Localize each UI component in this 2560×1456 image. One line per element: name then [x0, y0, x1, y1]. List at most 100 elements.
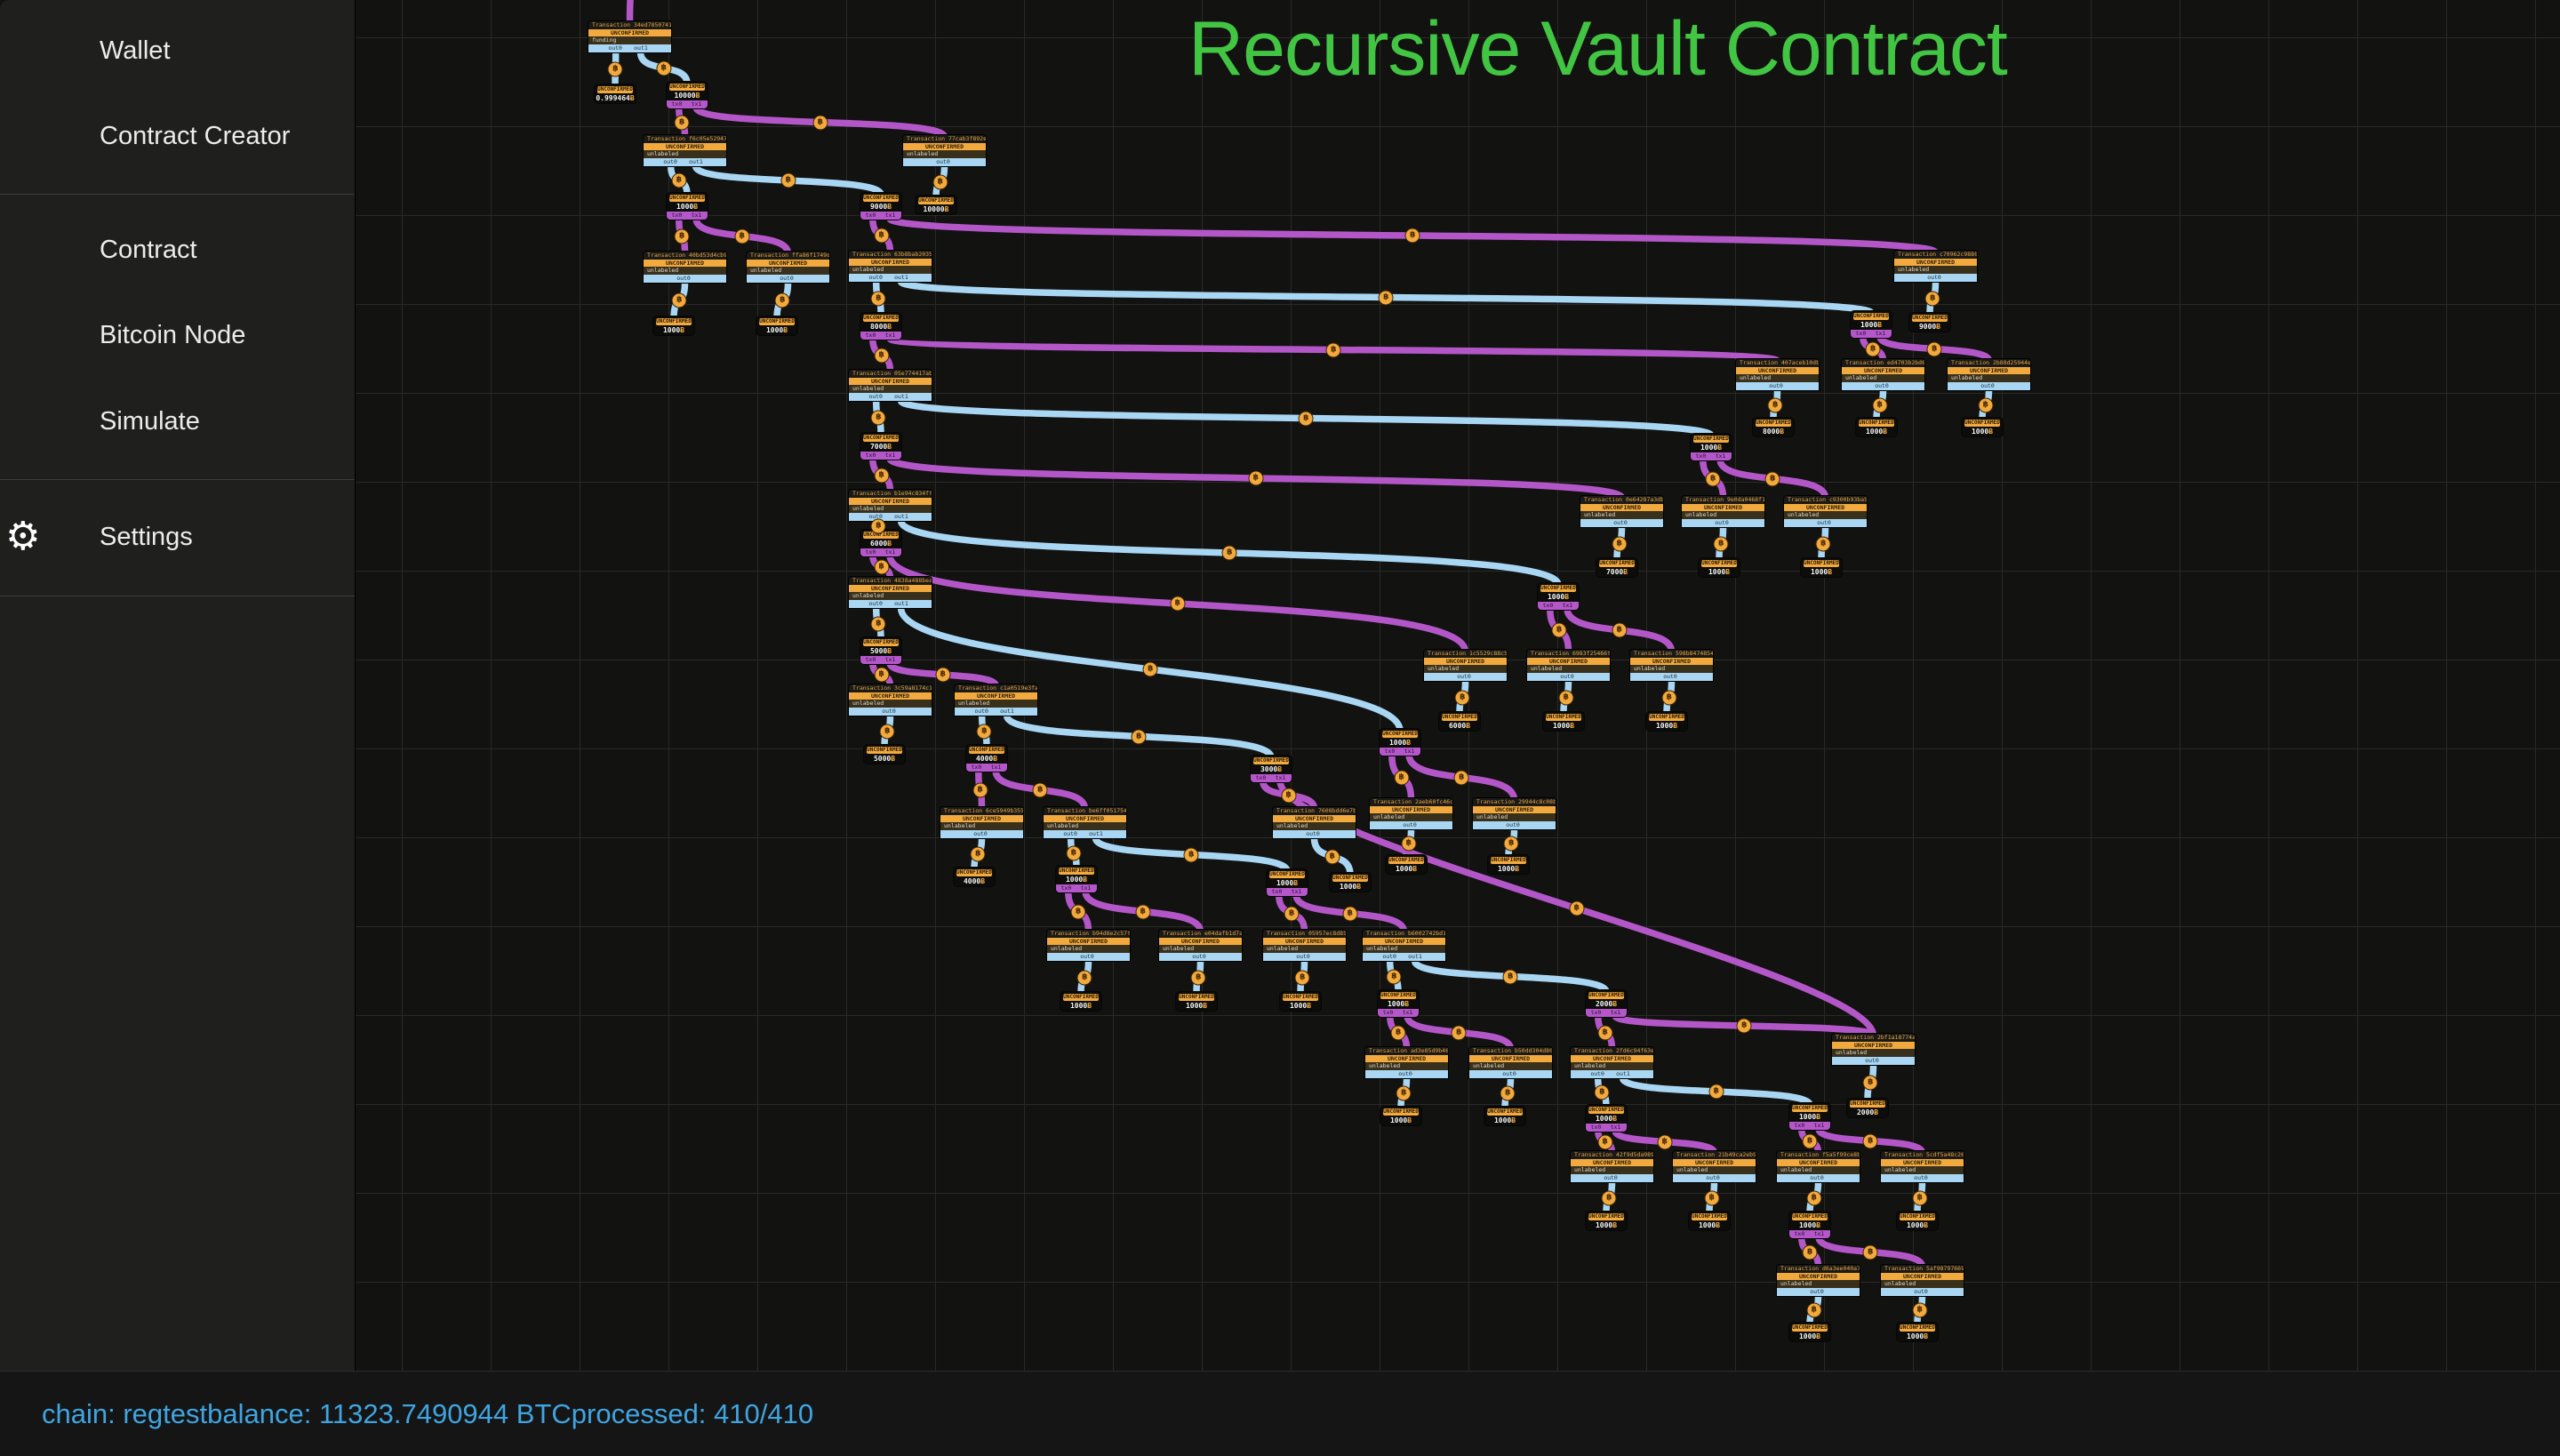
- output-port[interactable]: out0: [1590, 1070, 1604, 1077]
- utxo-node[interactable]: UNCONFIRMED 2000Ƀ tx0 tx1: [1586, 990, 1627, 1017]
- transaction-node[interactable]: Transaction be6ff05175467fb8UNCONFIRMEDu…: [1044, 807, 1126, 838]
- input-port[interactable]: tx0: [1695, 452, 1707, 460]
- transaction-node[interactable]: Transaction 63b8bab2035670d7UNCONFIRMEDu…: [849, 251, 932, 282]
- transaction-node[interactable]: Transaction 2aeb60fc46c1da18UNCONFIRMEDu…: [1370, 798, 1452, 829]
- input-port[interactable]: tx0: [1382, 1009, 1394, 1016]
- input-port[interactable]: tx1: [691, 212, 702, 219]
- transaction-node[interactable]: Transaction 407aceb10db09995UNCONFIRMEDu…: [1736, 359, 1819, 390]
- utxo-node[interactable]: UNCONFIRMED 1000Ƀ: [1586, 1212, 1627, 1230]
- output-port[interactable]: out0: [868, 513, 883, 520]
- utxo-node[interactable]: UNCONFIRMED 1000Ƀ: [1646, 712, 1687, 731]
- input-port[interactable]: tx0: [865, 332, 876, 339]
- utxo-node[interactable]: UNCONFIRMED 10000Ƀ: [916, 196, 956, 214]
- utxo-node[interactable]: UNCONFIRMED 1000Ƀ: [1176, 992, 1217, 1011]
- transaction-node[interactable]: Transaction 5cdf5a48c268c423UNCONFIRMEDu…: [1881, 1151, 1964, 1182]
- transaction-node[interactable]: Transaction 4838a488bea3a8eaUNCONFIRMEDu…: [849, 577, 932, 608]
- output-port[interactable]: out1: [894, 513, 908, 520]
- input-port[interactable]: tx1: [884, 656, 896, 663]
- input-port[interactable]: tx1: [884, 452, 896, 459]
- output-port[interactable]: out0: [1613, 519, 1628, 526]
- output-port[interactable]: out0: [1810, 1288, 1824, 1295]
- transaction-node[interactable]: Transaction d6a3ee040a73b50dUNCONFIRMEDu…: [1777, 1265, 1860, 1296]
- utxo-node[interactable]: UNCONFIRMED 3000Ƀ tx0 tx1: [1251, 756, 1292, 782]
- utxo-node[interactable]: UNCONFIRMED 1000Ƀ: [1330, 873, 1371, 892]
- transaction-node[interactable]: Transaction 42f9d5da9890d518UNCONFIRMEDu…: [1571, 1151, 1653, 1182]
- output-port[interactable]: out0: [663, 158, 677, 165]
- input-port[interactable]: tx1: [691, 100, 702, 108]
- utxo-node[interactable]: UNCONFIRMED 9000Ƀ: [1909, 313, 1950, 332]
- transaction-node[interactable]: Transaction 2b88d25944e4d977UNCONFIRMEDu…: [1948, 359, 2030, 390]
- transaction-node[interactable]: Transaction f5a5f99ce8b1ef12UNCONFIRMEDu…: [1777, 1151, 1860, 1182]
- input-port[interactable]: tx1: [1562, 602, 1573, 609]
- utxo-node[interactable]: UNCONFIRMED 6000Ƀ: [1439, 712, 1480, 731]
- input-port[interactable]: tx0: [671, 100, 683, 108]
- utxo-node[interactable]: UNCONFIRMED 1000Ƀ: [1856, 418, 1897, 436]
- input-port[interactable]: tx0: [865, 452, 876, 459]
- output-port[interactable]: out1: [1089, 830, 1103, 837]
- input-port[interactable]: tx0: [1855, 330, 1867, 337]
- utxo-node[interactable]: UNCONFIRMED 1000Ƀ: [1962, 418, 2003, 436]
- output-port[interactable]: out1: [894, 274, 908, 281]
- output-port[interactable]: out0: [1706, 1174, 1720, 1181]
- transaction-node[interactable]: Transaction 0e64287a3dba3347UNCONFIRMEDu…: [1580, 496, 1663, 527]
- output-port[interactable]: out0: [1382, 953, 1396, 960]
- input-port[interactable]: tx1: [1813, 1122, 1825, 1129]
- utxo-node[interactable]: UNCONFIRMED 1000Ƀ: [1543, 712, 1584, 731]
- input-port[interactable]: tx0: [1794, 1230, 1805, 1237]
- input-port[interactable]: tx1: [1275, 774, 1286, 781]
- output-port[interactable]: out1: [894, 600, 908, 607]
- input-port[interactable]: tx0: [865, 548, 876, 556]
- transaction-node[interactable]: Transaction b94d8e2c57f62030UNCONFIRMEDu…: [1047, 930, 1130, 961]
- output-port[interactable]: out0: [1506, 821, 1520, 828]
- output-port[interactable]: out0: [676, 275, 691, 282]
- output-port[interactable]: out0: [608, 44, 622, 52]
- output-port[interactable]: out0: [1457, 673, 1471, 680]
- transaction-node[interactable]: Transaction 3c59a8174c16ad71UNCONFIRMEDu…: [849, 684, 932, 716]
- input-port[interactable]: tx1: [884, 332, 896, 339]
- transaction-node[interactable]: Transaction 1c5529c88c5ce1d8UNCONFIRMEDu…: [1424, 650, 1507, 681]
- input-port[interactable]: tx1: [884, 548, 896, 556]
- sidebar-item-contract-creator[interactable]: Contract Creator: [0, 109, 355, 163]
- input-port[interactable]: tx0: [971, 764, 982, 771]
- utxo-node[interactable]: UNCONFIRMED 1000Ƀ: [1789, 1323, 1830, 1341]
- output-port[interactable]: out0: [1914, 1288, 1928, 1295]
- input-port[interactable]: tx0: [1255, 774, 1267, 781]
- transaction-node[interactable]: Transaction 7608bdd6e7bb6589UNCONFIRMEDu…: [1273, 807, 1356, 838]
- utxo-node[interactable]: UNCONFIRMED 1000Ƀ tx0 tx1: [1691, 434, 1732, 460]
- transaction-node[interactable]: Transaction 05957ec8d85736f3UNCONFIRMEDu…: [1263, 930, 1346, 961]
- input-port[interactable]: tx0: [1271, 888, 1283, 895]
- input-port[interactable]: tx1: [1404, 748, 1415, 755]
- input-port[interactable]: tx1: [1813, 1230, 1825, 1237]
- transaction-node[interactable]: Transaction 77cab3f892e651ccUNCONFIRMEDu…: [903, 135, 986, 166]
- utxo-node[interactable]: UNCONFIRMED 1000Ƀ: [1380, 1107, 1421, 1125]
- utxo-node[interactable]: UNCONFIRMED 5000Ƀ tx0 tx1: [860, 637, 901, 664]
- output-port[interactable]: out1: [689, 158, 703, 165]
- output-port[interactable]: out0: [1810, 1174, 1824, 1181]
- utxo-node[interactable]: UNCONFIRMED 1000Ƀ: [1689, 1212, 1730, 1230]
- output-port[interactable]: out0: [936, 158, 950, 165]
- utxo-node[interactable]: UNCONFIRMED 1000Ƀ: [1386, 855, 1427, 874]
- output-port[interactable]: out0: [1914, 1174, 1928, 1181]
- utxo-node[interactable]: UNCONFIRMED 7000Ƀ: [1596, 558, 1637, 577]
- utxo-node[interactable]: UNCONFIRMED 1000Ƀ tx0 tx1: [1538, 583, 1579, 610]
- output-port[interactable]: out0: [1769, 382, 1783, 389]
- transaction-node[interactable]: Transaction c70962c9880b73d5UNCONFIRMEDu…: [1894, 251, 1977, 282]
- utxo-node[interactable]: UNCONFIRMED 1000Ƀ tx0 tx1: [1789, 1103, 1830, 1130]
- utxo-node[interactable]: UNCONFIRMED 5000Ƀ: [864, 745, 905, 764]
- transaction-node[interactable]: Transaction 9e0da0468f193da9UNCONFIRMEDu…: [1682, 496, 1764, 527]
- transaction-node[interactable]: Transaction 2bf1a18774a3c077UNCONFIRMEDu…: [1832, 1034, 1915, 1065]
- transaction-node[interactable]: Transaction 6ce5949b3556e220UNCONFIRMEDu…: [940, 807, 1023, 838]
- output-port[interactable]: out0: [1398, 1070, 1412, 1077]
- output-port[interactable]: out1: [894, 393, 908, 400]
- input-port[interactable]: tx1: [1402, 1009, 1413, 1016]
- output-port[interactable]: out0: [1403, 821, 1417, 828]
- input-port[interactable]: tx0: [1060, 884, 1072, 892]
- utxo-node[interactable]: UNCONFIRMED 1000Ƀ tx0 tx1: [1378, 990, 1419, 1017]
- output-port[interactable]: out0: [1817, 519, 1831, 526]
- utxo-node[interactable]: UNCONFIRMED 1000Ƀ: [1280, 992, 1321, 1011]
- transaction-node[interactable]: Transaction ad3e85d9b463a979UNCONFIRMEDu…: [1365, 1047, 1448, 1078]
- transaction-node[interactable]: Transaction c9300b93ba5895b7UNCONFIRMEDu…: [1784, 496, 1867, 527]
- input-port[interactable]: tx0: [671, 212, 683, 219]
- transaction-node[interactable]: Transaction 40bd53d4cb99886fUNCONFIRMEDu…: [644, 252, 726, 283]
- transaction-node[interactable]: Transaction 598b8474854fe22bUNCONFIRMEDu…: [1630, 650, 1713, 681]
